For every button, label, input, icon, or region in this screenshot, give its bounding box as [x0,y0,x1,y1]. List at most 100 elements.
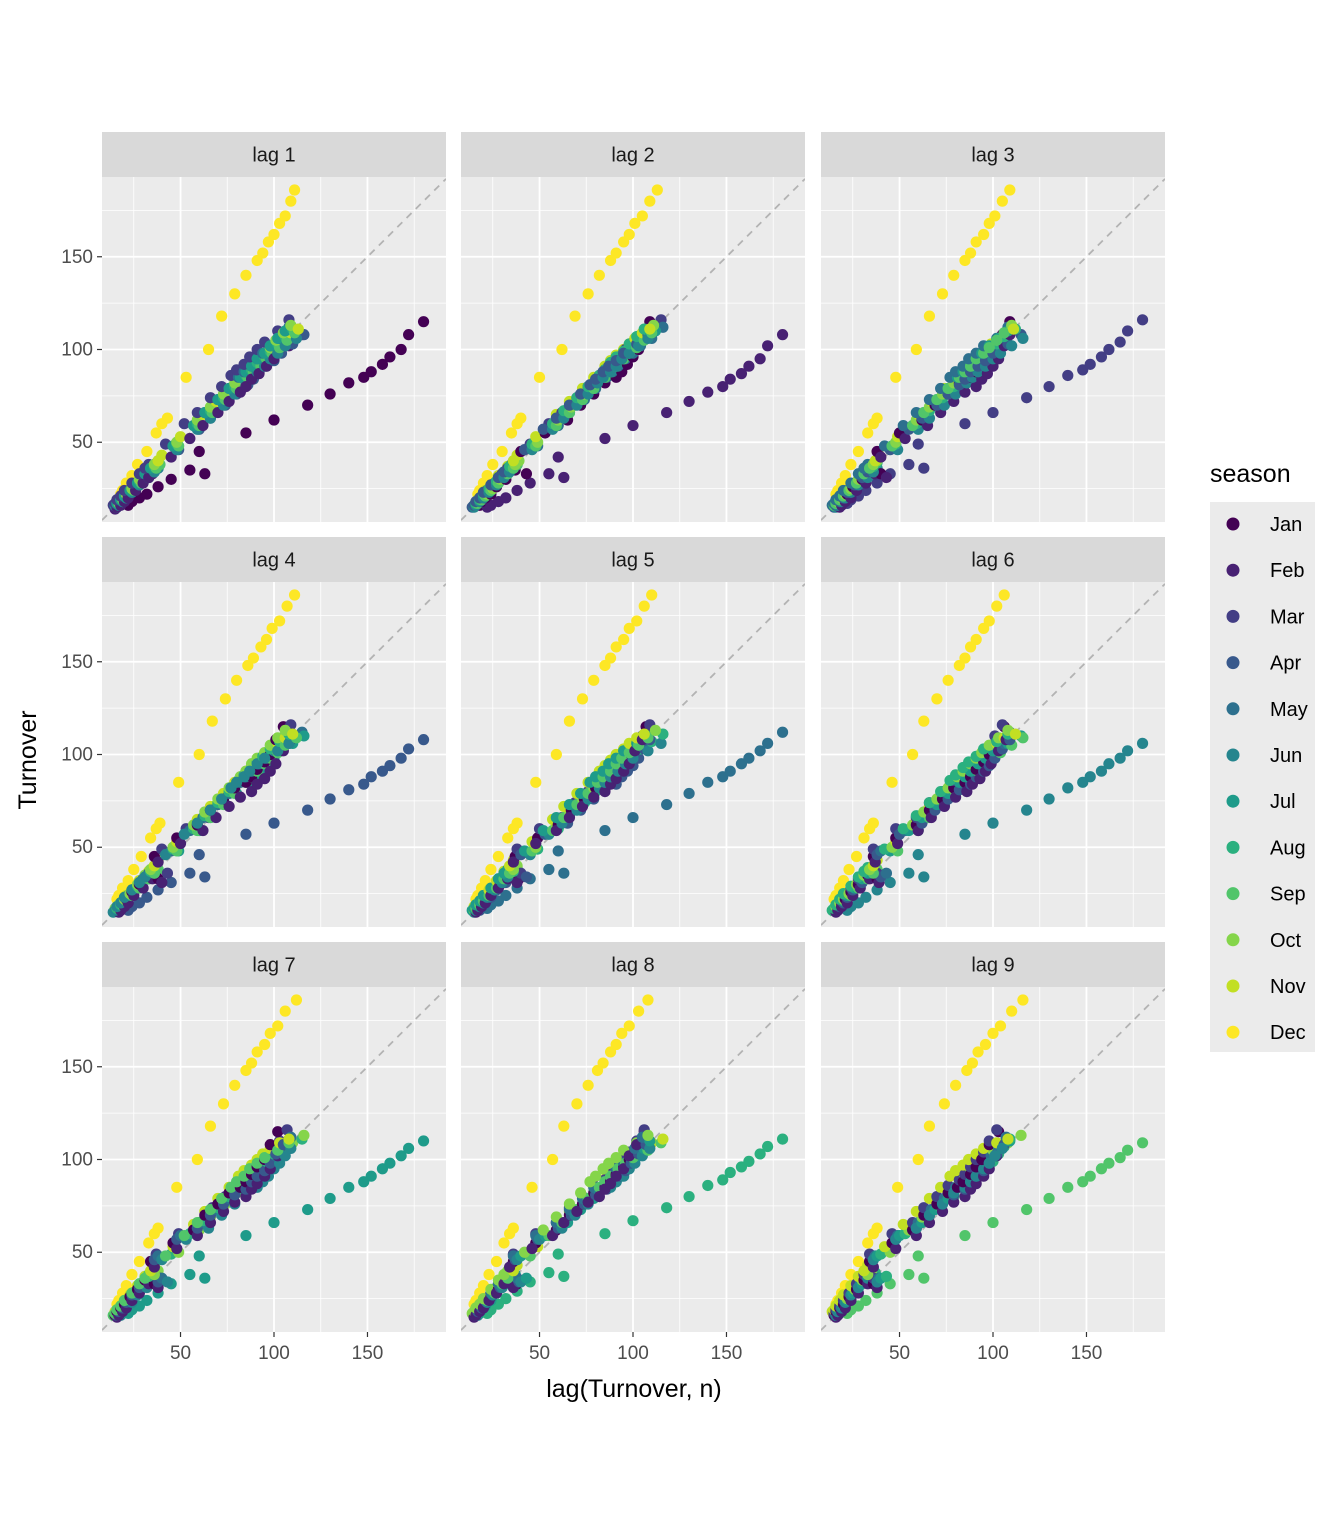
point [298,1129,310,1141]
point [862,1237,874,1249]
point [1021,1203,1033,1216]
point [994,1020,1007,1032]
facet-strip-label: lag 4 [252,550,295,572]
point [526,1181,538,1193]
point [776,726,789,738]
point [259,1038,271,1051]
point [1006,340,1018,352]
legend: season Jan Feb Mar Apr May Jun Jul Aug Sep Oct Nov… [1210,460,1315,1052]
point [122,875,134,887]
y-tick-label: 100 [61,340,93,361]
point [260,633,273,646]
y-tick-label: 50 [72,1242,93,1263]
point [1136,1137,1149,1149]
point [358,778,370,790]
point [1002,1133,1014,1145]
point [174,837,187,850]
point [983,342,995,354]
point [481,470,493,482]
legend-label: Aug [1270,837,1306,859]
point [571,1098,583,1110]
point [552,1248,564,1260]
x-tick-label: 150 [352,1343,384,1364]
point [638,728,650,740]
legend-title: season [1210,460,1291,488]
point [496,445,508,458]
y-tick-label: 150 [61,1057,93,1078]
point [610,1038,622,1051]
point [996,195,1008,207]
point [754,745,766,757]
facet-strip [821,132,1165,177]
facet-strip [461,537,805,582]
point [1122,745,1134,757]
point [858,832,870,844]
y-axis-title: Turnover [14,710,42,809]
point [547,1153,559,1166]
point [743,1155,755,1167]
point [850,850,863,863]
point [950,1079,962,1091]
point [530,431,542,443]
point [1062,369,1074,382]
point [860,1294,872,1307]
point [152,481,164,493]
point [550,748,562,761]
legend-label: Oct [1270,930,1302,952]
point [244,765,256,777]
point [754,1148,766,1160]
point [1009,728,1022,740]
point [903,458,915,471]
point [1043,380,1055,393]
point [964,247,977,259]
points [826,589,1149,918]
point [1136,314,1149,326]
point [174,431,187,443]
point [575,1187,587,1199]
point [991,600,1003,612]
point [152,455,164,467]
point [582,1196,594,1208]
point [610,641,622,653]
point [942,674,954,686]
point [983,615,995,627]
point [1114,336,1126,348]
point [1004,184,1016,196]
point [272,1020,284,1032]
point [1006,1005,1018,1017]
facet-panel: lag 6 [821,537,1165,927]
point [128,863,140,876]
x-tick-label: 50 [889,1343,910,1364]
point [530,776,542,788]
point [1043,1192,1055,1205]
point [970,236,982,248]
x-tick-label: 100 [617,1343,649,1364]
point [178,418,190,430]
point [1122,1144,1134,1156]
legend-label: Jun [1270,745,1302,767]
facet-panel: lag 4 50 100 150 [61,537,446,927]
point [880,1270,893,1282]
point [1021,392,1033,404]
legend-key [1226,563,1240,577]
point [903,1268,915,1281]
point [636,210,648,222]
point [912,849,924,861]
point [892,837,904,850]
point [376,358,389,370]
y-tick-label: 50 [72,432,93,453]
point [1084,358,1096,370]
point [259,1152,271,1164]
point [890,371,902,383]
y-tick-label: 100 [61,1150,93,1171]
point [657,1133,669,1145]
point [268,228,280,241]
point [324,1192,336,1205]
point [1103,1157,1115,1169]
point [206,715,218,727]
facet-strip-label: lag 2 [611,145,654,167]
point [649,724,662,736]
point [991,334,1003,346]
point [543,1267,555,1279]
point [1122,325,1134,337]
